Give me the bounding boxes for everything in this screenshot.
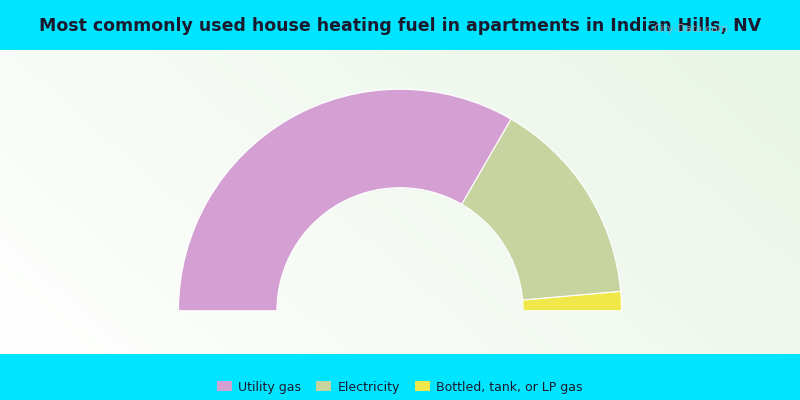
Wedge shape (178, 89, 511, 311)
Wedge shape (522, 291, 622, 311)
Wedge shape (462, 119, 621, 300)
Legend: Utility gas, Electricity, Bottled, tank, or LP gas: Utility gas, Electricity, Bottled, tank,… (212, 376, 588, 398)
Text: Most commonly used house heating fuel in apartments in Indian Hills, NV: Most commonly used house heating fuel in… (39, 17, 761, 35)
Text: City-Data.com: City-Data.com (654, 24, 728, 34)
